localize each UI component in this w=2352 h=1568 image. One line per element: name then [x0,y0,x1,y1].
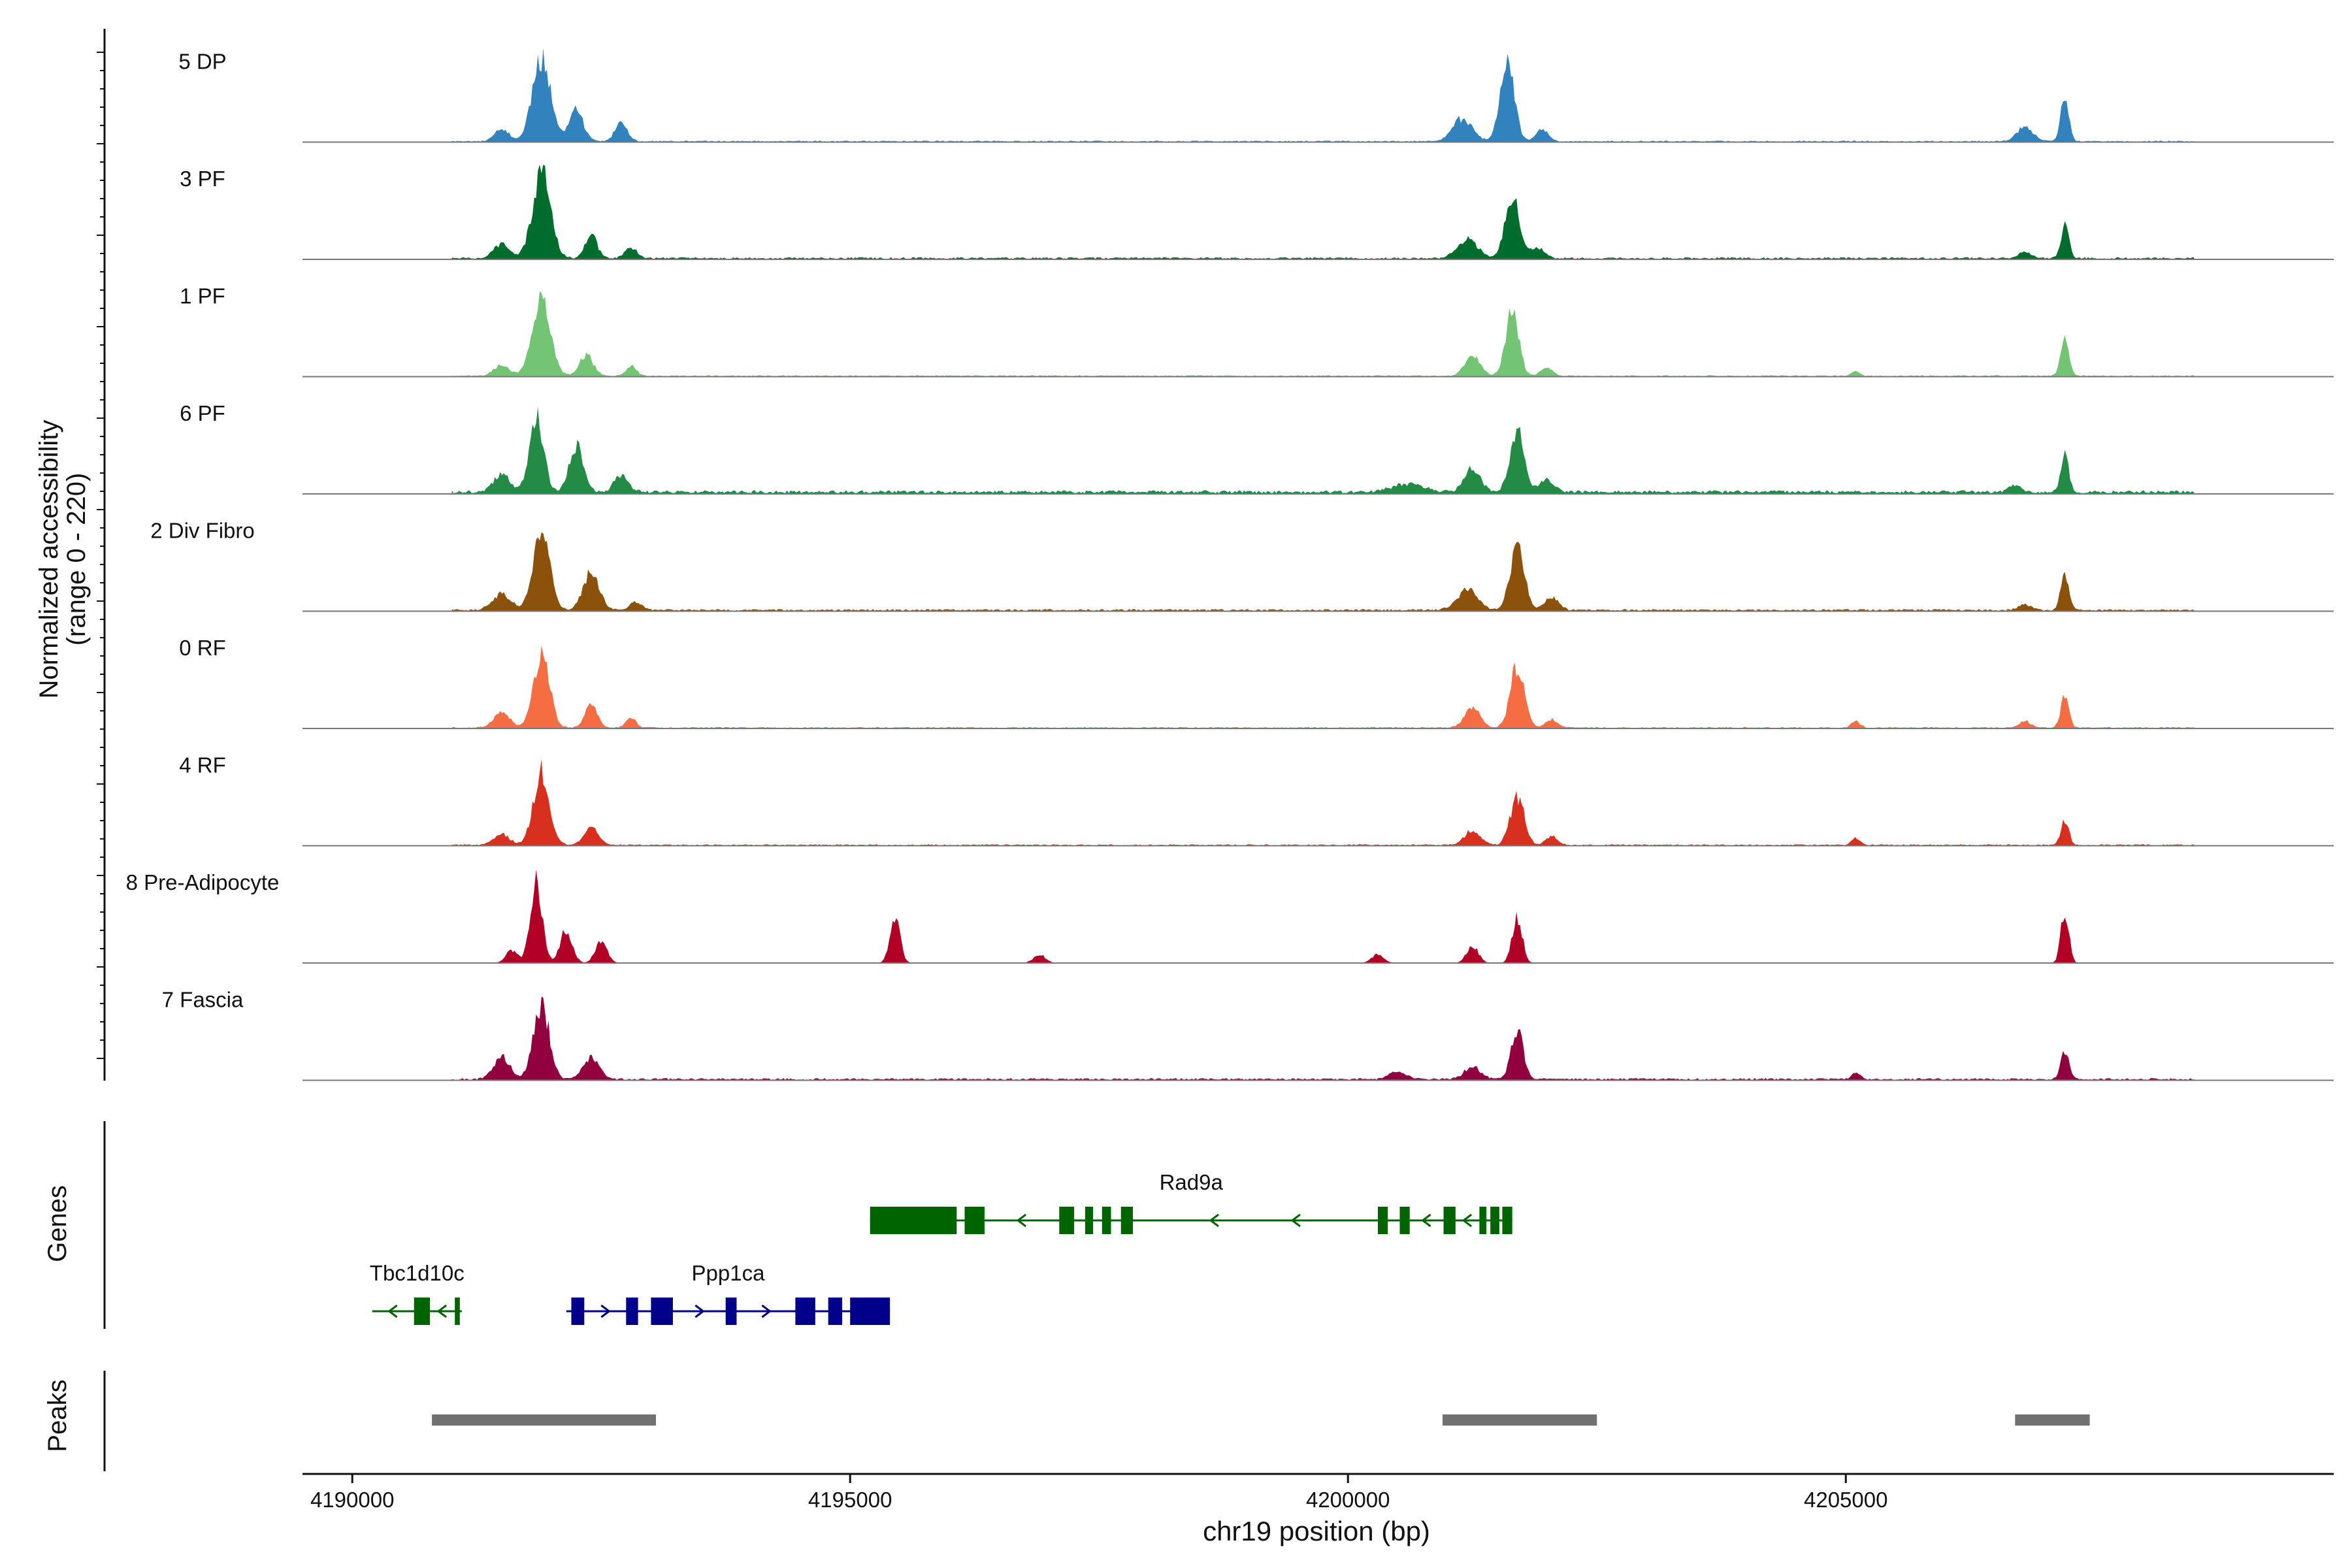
peak-region [432,1414,657,1426]
coverage-area [451,996,2195,1081]
gene-track: Rad9a Tbc1d10c Ppp1ca [370,1170,1512,1325]
track-7-fascia: 7 Fascia [162,988,2334,1081]
gene-exon [828,1298,843,1325]
track-label: 2 Div Fibro [150,519,255,543]
track-label: 5 DP [178,50,226,74]
gene-exon [651,1298,673,1325]
coverage-area [451,165,2195,259]
coverage-area [451,870,2195,963]
coverage-area [451,645,2195,728]
track-3-pf: 3 PF [180,165,2334,260]
gene-exon [1399,1207,1410,1234]
gene-exon [850,1298,890,1325]
genes-track-label: Genes [43,1185,72,1262]
axes: 4190000 4195000 4200000 4205000 [97,29,2334,1512]
track-0-rf: 0 RF [179,636,2334,729]
track-label: 7 Fascia [162,988,244,1012]
gene-exon [626,1298,638,1325]
strand-arrow [1016,1213,1026,1228]
gene-label: Rad9a [1160,1170,1224,1194]
track-4-rf: 4 RF [179,753,2334,847]
coverage-area [451,759,2195,846]
coverage-tracks: 5 DP 3 PF 1 PF 6 PF 2 Div Fibro 0 RF 4 RF 8 Pre… [126,48,2334,1081]
strand-arrow [1209,1213,1219,1228]
x-tick-label: 4190000 [310,1488,394,1512]
gene-exon [571,1298,585,1325]
coverage-area [451,48,2195,142]
gene-exon [1059,1207,1075,1234]
x-tick-label: 4200000 [1306,1488,1390,1512]
gene-exon [1502,1207,1512,1234]
gene-exon [870,1207,957,1234]
track-label: 4 RF [179,753,226,777]
gene-exon [964,1207,985,1234]
track-8-pre-adipocyte: 8 Pre-Adipocyte [126,870,2334,964]
track-label: 8 Pre-Adipocyte [126,870,280,894]
coverage-y-axis-title-line1: Normalized accessibility [35,420,63,699]
gene-exon [725,1298,737,1325]
track-2-div-fibro: 2 Div Fibro [150,519,2334,612]
strand-arrow [1462,1213,1472,1228]
coverage-area [451,406,2195,494]
track-6-pf: 6 PF [180,401,2334,495]
track-5-dp: 5 DP [178,48,2334,143]
track-label: 0 RF [179,636,226,660]
gene-exon [1102,1207,1111,1234]
peak-track [432,1414,2090,1426]
gene-label: Ppp1ca [692,1261,766,1285]
gene-exon [795,1298,815,1325]
x-tick-label: 4205000 [1804,1488,1887,1512]
peaks-track-label: Peaks [43,1379,72,1452]
track-label: 6 PF [180,401,225,425]
gene-tbc1d10c: Tbc1d10c [370,1261,465,1325]
x-axis-title: chr19 position (bp) [1203,1516,1430,1546]
track-label: 1 PF [180,284,225,308]
gene-rad9a: Rad9a [870,1170,1512,1234]
strand-arrow [1421,1213,1431,1228]
gene-exon [414,1298,431,1325]
gene-ppp1ca: Ppp1ca [566,1261,890,1325]
gene-exon [1377,1207,1388,1234]
strand-arrow [436,1304,448,1318]
coverage-area [451,532,2195,612]
strand-arrow [600,1304,611,1318]
peak-region [1443,1414,1597,1426]
gene-exon [1443,1207,1456,1234]
gene-exon [455,1298,460,1325]
gene-exon [1490,1207,1499,1234]
gene-exon [1479,1207,1487,1234]
x-tick-label: 4195000 [808,1488,892,1512]
coverage-y-axis-title-line2: (range 0 - 220) [62,473,91,646]
strand-arrow [1290,1213,1301,1228]
strand-arrow [761,1304,772,1318]
gene-label: Tbc1d10c [370,1261,465,1285]
track-label: 3 PF [180,167,225,191]
strand-arrow [694,1304,705,1318]
gene-exon [1085,1207,1094,1234]
coverage-area [451,291,2195,377]
track-1-pf: 1 PF [180,284,2334,378]
gene-exon [1120,1207,1134,1234]
peak-region [2015,1414,2090,1426]
strand-arrow [387,1304,398,1318]
